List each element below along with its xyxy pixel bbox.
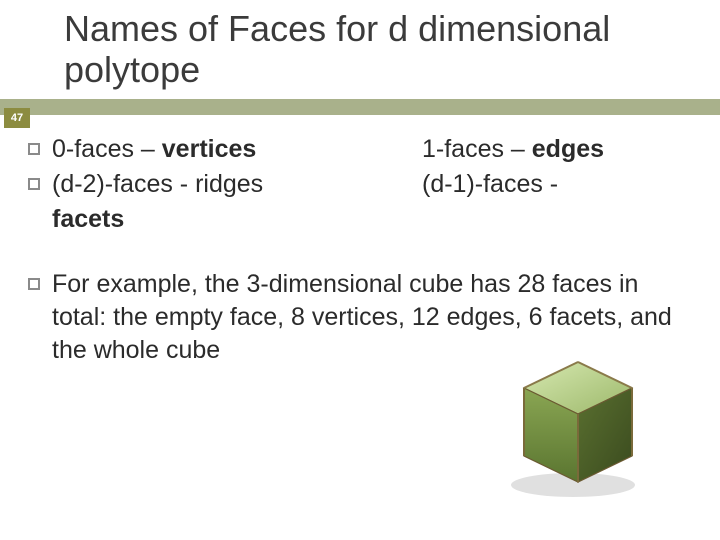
indent-spacer	[28, 203, 52, 236]
bullet-row-1: 0-faces – vertices 1-faces – edges	[28, 133, 692, 166]
text: 0-faces –	[52, 135, 162, 163]
text-bold: vertices	[162, 135, 257, 163]
text-bold: edges	[532, 135, 604, 163]
bullet-box-icon	[28, 278, 40, 290]
title-underline-bar	[0, 99, 720, 115]
row1-right: 1-faces – edges	[422, 133, 692, 166]
bullet-box-icon	[28, 178, 40, 190]
slide-number-badge: 47	[4, 108, 30, 128]
row2-left: (d-2)-faces - ridges	[52, 168, 422, 201]
text-bold: facets	[52, 203, 124, 236]
bullet-row-2: (d-2)-faces - ridges (d-1)-faces -	[28, 168, 692, 201]
vertical-spacer	[28, 238, 692, 268]
cube-illustration	[488, 330, 658, 500]
text: (d-2)-faces - ridges	[52, 170, 263, 198]
bullet-row-2-wrap: facets	[28, 203, 692, 236]
slide-title: Names of Faces for d dimensional polytop…	[0, 0, 720, 93]
row2-right: (d-1)-faces -	[422, 168, 692, 201]
text: 1-faces –	[422, 135, 532, 163]
content-area: 0-faces – vertices 1-faces – edges (d-2)…	[0, 115, 720, 367]
bullet-box-icon	[28, 143, 40, 155]
cube-icon	[488, 330, 658, 500]
text: (d-1)-faces -	[422, 170, 558, 198]
row1-left: 0-faces – vertices	[52, 133, 422, 166]
